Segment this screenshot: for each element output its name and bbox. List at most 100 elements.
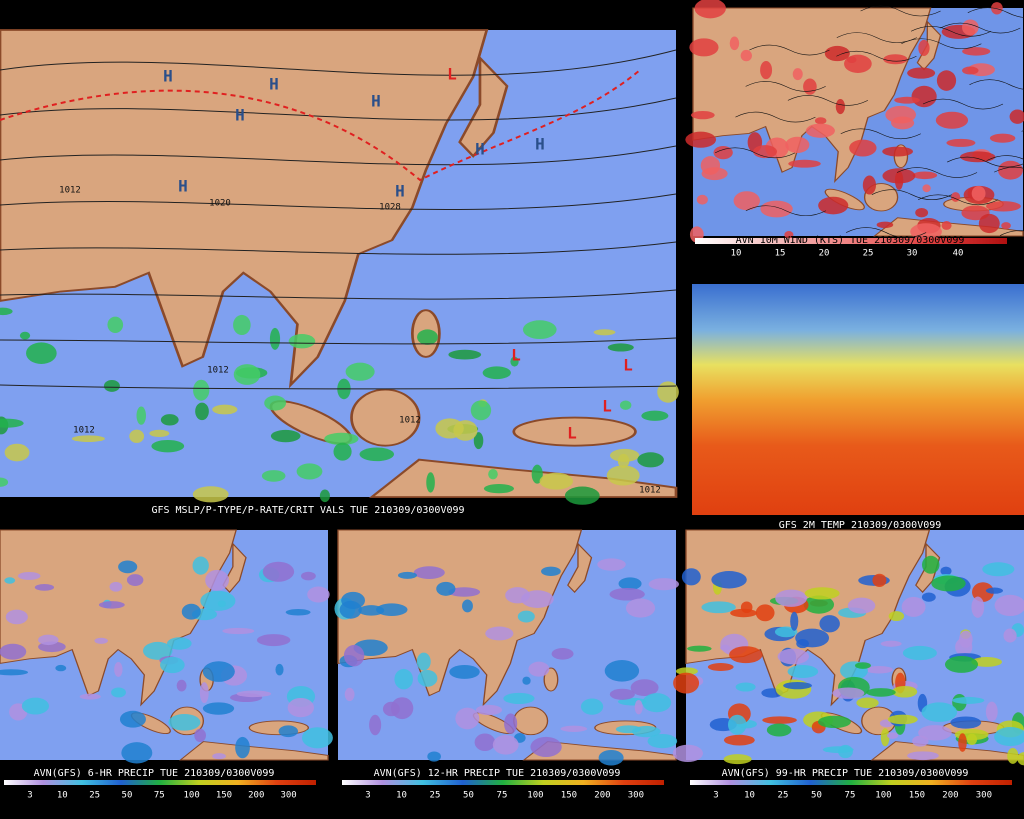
weather-patch xyxy=(307,586,330,603)
weather-patch xyxy=(462,599,473,613)
weather-patch xyxy=(952,696,985,704)
weather-patch xyxy=(713,145,733,160)
weather-patch xyxy=(473,432,484,450)
scale-label: 75 xyxy=(497,791,508,801)
weather-patch xyxy=(0,643,27,660)
caption: GFS MSLP/P-TYPE/P-RATE/CRIT VALS TUE 210… xyxy=(151,505,464,516)
weather-patch xyxy=(19,331,31,340)
scale-label: 10 xyxy=(57,791,68,801)
pressure-center: H xyxy=(535,135,545,154)
weather-patch xyxy=(503,692,535,705)
streamline xyxy=(967,7,1024,18)
weather-patch xyxy=(790,611,799,631)
weather-patch xyxy=(539,472,573,490)
weather-patch xyxy=(994,727,1024,747)
weather-patch xyxy=(492,735,519,755)
scale-label: 25 xyxy=(89,791,100,801)
scale-label: 75 xyxy=(154,791,165,801)
weather-patch xyxy=(278,725,299,738)
streamline xyxy=(871,189,952,200)
weather-patch xyxy=(474,733,496,752)
colorbar xyxy=(690,780,1012,785)
weather-patch xyxy=(121,742,153,764)
weather-patch xyxy=(541,566,561,577)
weather-patch xyxy=(522,320,557,340)
streamline xyxy=(735,111,816,123)
weather-patch xyxy=(0,477,9,487)
weather-patch xyxy=(270,429,301,443)
weather-patch xyxy=(774,626,798,638)
weather-patch xyxy=(269,327,281,350)
weather-patch xyxy=(803,595,835,614)
weather-patch xyxy=(205,569,229,591)
weather-patch xyxy=(417,669,438,687)
weather-patch xyxy=(488,468,498,480)
weather-patch xyxy=(217,600,226,608)
weather-patch xyxy=(803,78,817,95)
pressure-center: L xyxy=(447,65,457,84)
weather-patch xyxy=(907,751,939,761)
weather-patch xyxy=(986,201,1021,212)
weather-patch xyxy=(892,685,918,698)
weather-patch xyxy=(865,665,893,674)
weather-patch xyxy=(160,414,179,426)
weather-patch xyxy=(690,110,715,120)
weather-patch xyxy=(103,380,120,392)
weather-patch xyxy=(1017,752,1024,766)
weather-patch xyxy=(880,640,902,647)
weather-patch xyxy=(235,736,250,759)
weather-patch xyxy=(971,596,985,618)
weather-patch xyxy=(136,406,146,425)
weather-patch xyxy=(505,587,530,604)
weather-patch xyxy=(359,447,395,462)
scale-label: 100 xyxy=(875,791,891,801)
weather-patch xyxy=(149,429,170,438)
weather-patch xyxy=(766,723,792,737)
weather-patch xyxy=(236,690,272,698)
streamline xyxy=(969,79,1024,90)
weather-patch xyxy=(971,657,1002,667)
weather-patch xyxy=(38,634,59,646)
isobar-label: 1012 xyxy=(639,486,661,496)
weather-patch xyxy=(887,732,899,739)
scale-label: 50 xyxy=(811,791,822,801)
weather-patch xyxy=(222,627,255,635)
weather-patch xyxy=(0,418,24,428)
weather-patch xyxy=(962,47,991,56)
weather-patch xyxy=(817,715,851,729)
weather-patch xyxy=(822,746,854,754)
weather-patch xyxy=(907,67,936,79)
weather-patch xyxy=(753,145,777,159)
weather-patch xyxy=(390,697,414,720)
weather-patch xyxy=(517,610,535,623)
weather-patch xyxy=(195,402,209,421)
weather-patch xyxy=(687,645,712,652)
weather-patch xyxy=(788,159,821,168)
weather-patch xyxy=(735,682,756,692)
streamline xyxy=(917,194,999,206)
weather-patch xyxy=(0,669,29,676)
weather-patch xyxy=(233,364,261,385)
weather-patch xyxy=(369,714,382,736)
weather-patch xyxy=(593,329,616,336)
weather-patch xyxy=(287,697,315,718)
pressure-center: H xyxy=(178,177,188,196)
weather-patch xyxy=(619,400,632,410)
weather-patch xyxy=(921,555,940,574)
weather-patch xyxy=(118,560,138,574)
weather-patch xyxy=(114,661,123,677)
main-map: H H H H H H H H L L L L L 1012 1020 1028 1012 1012 1012 101… xyxy=(0,28,679,505)
streamline xyxy=(999,230,1024,236)
caption: GFS 2M TEMP 210309/0300V099 xyxy=(779,520,942,531)
isobar xyxy=(0,193,677,211)
weather-patch xyxy=(921,592,936,602)
weather-patch xyxy=(921,702,958,722)
streamline xyxy=(986,155,1024,161)
weather-patch xyxy=(958,733,967,752)
scale-label: 100 xyxy=(527,791,543,801)
weather-patch xyxy=(0,307,13,316)
weather-patch xyxy=(397,571,417,579)
scale-label: 300 xyxy=(628,791,644,801)
weather-patch xyxy=(413,566,445,579)
wind-map xyxy=(685,0,1024,243)
